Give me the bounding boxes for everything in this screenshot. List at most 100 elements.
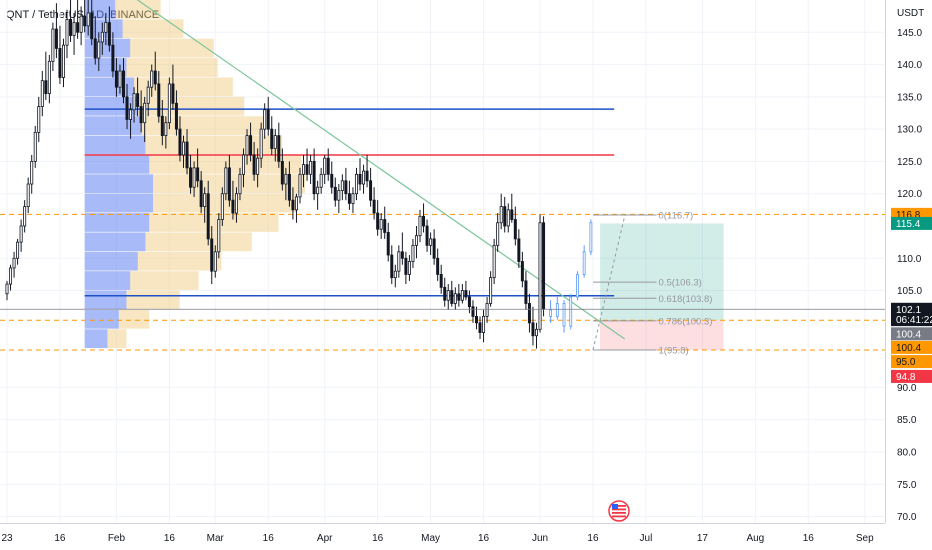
candle: [302, 164, 306, 175]
projection-candle: [582, 251, 586, 275]
vp-buy-bar: [84, 154, 150, 174]
price-tag-label: 95.0: [896, 357, 916, 368]
price-tick-label: 85.0: [897, 415, 917, 426]
candle: [478, 322, 482, 333]
time-tick-label: 16: [587, 533, 599, 544]
candle: [436, 257, 440, 275]
candle: [429, 238, 433, 246]
candle: [224, 167, 228, 195]
candle: [178, 128, 182, 156]
projection-candle: [569, 296, 573, 327]
candle: [23, 206, 27, 227]
candle: [125, 96, 129, 120]
position-stop-zone: [600, 320, 724, 350]
price-tick-label: 105.0: [897, 286, 922, 297]
candle: [351, 193, 355, 204]
projection-candle: [549, 309, 553, 317]
candle: [220, 193, 224, 220]
candles: [5, 0, 546, 349]
candle: [489, 277, 493, 304]
candle: [527, 303, 531, 324]
vp-sell-bar: [137, 251, 222, 271]
candle: [231, 199, 235, 214]
candle: [104, 22, 108, 33]
candle: [266, 109, 270, 130]
candle: [411, 244, 415, 262]
price-tick-label: 145.0: [897, 28, 922, 39]
candle: [69, 18, 73, 36]
candle: [291, 199, 295, 211]
candle: [217, 219, 221, 253]
price-tick-label: 125.0: [897, 157, 922, 168]
candle: [157, 83, 161, 117]
candle: [538, 222, 542, 330]
candle: [432, 238, 436, 259]
fib-level-label: 0.786(100.3): [659, 316, 713, 327]
vp-sell-bar: [122, 19, 184, 39]
time-tick-label: 16: [263, 533, 275, 544]
candle: [65, 18, 69, 46]
candle: [83, 15, 87, 27]
candle: [330, 173, 334, 188]
time-tick-label: 16: [54, 533, 66, 544]
candle: [517, 238, 521, 262]
candle: [474, 315, 478, 324]
time-tick-label: 16: [164, 533, 176, 544]
candle: [294, 196, 298, 211]
candle: [100, 31, 104, 43]
candle: [139, 106, 143, 124]
price-tag-label: 115.4: [896, 219, 921, 230]
candle: [482, 315, 486, 333]
candle: [242, 154, 246, 175]
candle: [206, 193, 210, 240]
candle: [118, 70, 122, 88]
vp-buy-bar: [84, 232, 146, 252]
vp-sell-bar: [137, 96, 245, 116]
vp-buy-bar: [84, 96, 138, 116]
candle: [457, 293, 461, 301]
vp-sell-bar: [115, 0, 161, 19]
price-tag-label: 06:41:22: [896, 315, 932, 326]
candle: [97, 41, 101, 59]
vp-buy-bar: [84, 77, 135, 97]
price-tick-label: 130.0: [897, 125, 922, 136]
candle: [263, 109, 267, 130]
time-tick-label: 17: [697, 533, 709, 544]
candle: [524, 280, 528, 304]
chart-title: QNT / TetherUS, 1D, BINANCE: [6, 9, 160, 21]
vp-sell-bar: [149, 213, 279, 232]
flag-canton: [612, 504, 618, 509]
price-tick-label: 120.0: [897, 189, 922, 200]
candle: [446, 290, 450, 301]
candle: [150, 70, 154, 88]
candle: [44, 80, 48, 95]
candle: [79, 15, 83, 33]
price-unit-label: USDT: [897, 8, 924, 19]
candle: [369, 180, 373, 201]
candle: [40, 80, 44, 107]
candle: [407, 261, 411, 275]
vp-buy-bar: [84, 213, 150, 232]
candle: [189, 167, 193, 188]
candle: [37, 106, 41, 133]
candle: [259, 128, 263, 159]
candle: [199, 180, 203, 208]
price-tag: [891, 216, 932, 230]
candle: [520, 261, 524, 282]
candle: [213, 251, 217, 272]
candle: [280, 161, 284, 185]
price-tag-label: 102.1: [896, 305, 921, 316]
candle: [256, 157, 260, 175]
candle: [238, 173, 242, 195]
candle: [513, 219, 517, 240]
candle: [26, 183, 30, 208]
candle: [107, 22, 111, 46]
candle: [19, 225, 23, 243]
candle: [379, 219, 383, 230]
vp-sell-bar: [145, 232, 252, 252]
price-tag-label: 100.4: [896, 329, 921, 340]
candle: [358, 173, 362, 185]
fib-level-label: 0(116.7): [659, 211, 694, 222]
